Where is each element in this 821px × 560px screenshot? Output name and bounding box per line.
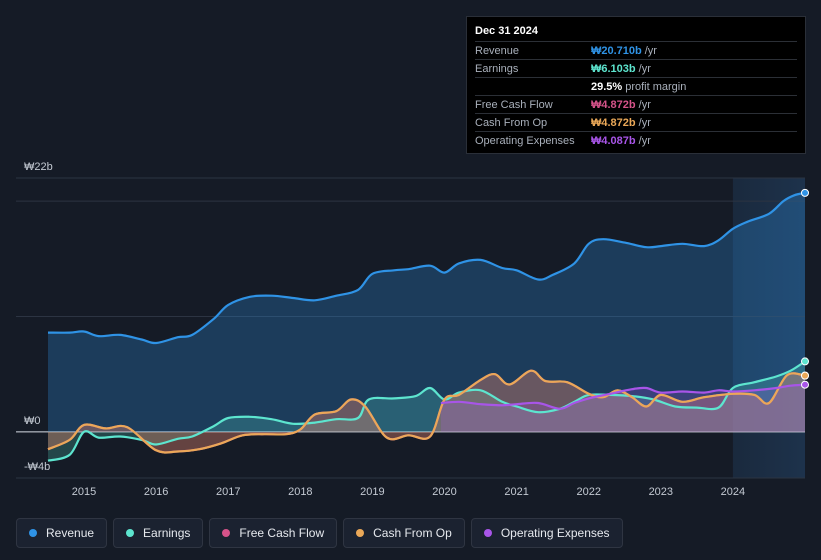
tooltip-value: ₩6.103b [591, 62, 636, 75]
tooltip-label: Earnings [475, 62, 519, 75]
legend-item-revenue[interactable]: Revenue [16, 518, 108, 548]
x-tick-label: 2017 [216, 486, 240, 498]
tooltip-label: Free Cash Flow [475, 98, 553, 111]
tooltip-unit: /yr [638, 62, 651, 75]
tooltip-label: Operating Expenses [475, 134, 575, 147]
tooltip-row: Revenue ₩20.710b/yr [475, 41, 797, 59]
legend-item-free-cash-flow[interactable]: Free Cash Flow [209, 518, 338, 548]
tooltip-row: Operating Expenses ₩4.087b/yr [475, 131, 797, 149]
tooltip-value: ₩4.872b [591, 98, 636, 111]
legend-dot-icon [29, 529, 37, 537]
tooltip-date: Dec 31 2024 [475, 25, 538, 37]
tooltip-value: ₩20.710b [591, 44, 642, 57]
line-opex [440, 383, 806, 410]
tooltip-value: ₩4.087b [591, 134, 636, 147]
endpoint-revenue [801, 188, 809, 197]
y-axis-label-zero: ₩0 [24, 415, 41, 427]
x-tick-label: 2024 [721, 486, 745, 498]
y-axis-label-bottom: -₩4b [24, 461, 50, 473]
legend-label: Free Cash Flow [239, 526, 325, 540]
line-earnings [47, 360, 806, 462]
tooltip-unit: /yr [638, 98, 651, 111]
tooltip-unit: /yr [638, 116, 651, 129]
line-cfo [47, 369, 806, 454]
x-tick-label: 2023 [649, 486, 673, 498]
endpoint-opex [801, 380, 809, 389]
tooltip-unit: profit margin [625, 80, 687, 93]
endpoint-cfo [801, 371, 809, 380]
legend-label: Revenue [46, 526, 95, 540]
line-revenue [47, 191, 806, 345]
tooltip-value: ₩4.872b [591, 116, 636, 129]
x-tick-label: 2015 [72, 486, 96, 498]
x-tick-label: 2018 [288, 486, 312, 498]
legend-item-cash-from-op[interactable]: Cash From Op [343, 518, 465, 548]
tooltip-unit: /yr [644, 44, 657, 57]
tooltip-unit: /yr [638, 134, 651, 147]
tooltip-row: Earnings ₩6.103b/yr [475, 59, 797, 77]
tooltip-row: Free Cash Flow ₩4.872b/yr [475, 95, 797, 113]
x-tick-label: 2022 [576, 486, 600, 498]
legend-label: Operating Expenses [500, 526, 610, 540]
tooltip-value: 29.5% [591, 80, 623, 93]
legend-item-operating-expenses[interactable]: Operating Expenses [470, 518, 623, 548]
legend-label: Earnings [143, 526, 191, 540]
forecast-shaded-region [732, 178, 805, 478]
area-earnings [48, 361, 805, 461]
legend-dot-icon [356, 529, 365, 537]
legend-dot-icon [483, 529, 492, 537]
tooltip-label: Cash From Op [475, 116, 548, 129]
x-tick-label: 2016 [144, 486, 168, 498]
x-tick-label: 2019 [360, 486, 384, 498]
legend-label: Cash From Op [373, 526, 452, 540]
chart-legend: Revenue Earnings Free Cash Flow Cash From O… [16, 518, 623, 548]
tooltip-label: Revenue [475, 44, 520, 57]
tooltip-row: Cash From Op ₩4.872b/yr [475, 113, 797, 131]
x-tick-label: 2021 [504, 486, 528, 498]
data-tooltip: Dec 31 2024 Revenue ₩20.710b/yr Earnings ₩6… [466, 16, 806, 154]
legend-item-earnings[interactable]: Earnings [113, 518, 204, 548]
x-tick-label: 2020 [432, 486, 456, 498]
tooltip-row: 29.5% profit margin [475, 77, 797, 95]
y-axis-label-top: ₩22b [24, 161, 53, 173]
legend-dot-icon [222, 529, 231, 537]
area-revenue [48, 192, 805, 432]
legend-dot-icon [126, 529, 135, 537]
endpoint-earnings [801, 357, 809, 366]
